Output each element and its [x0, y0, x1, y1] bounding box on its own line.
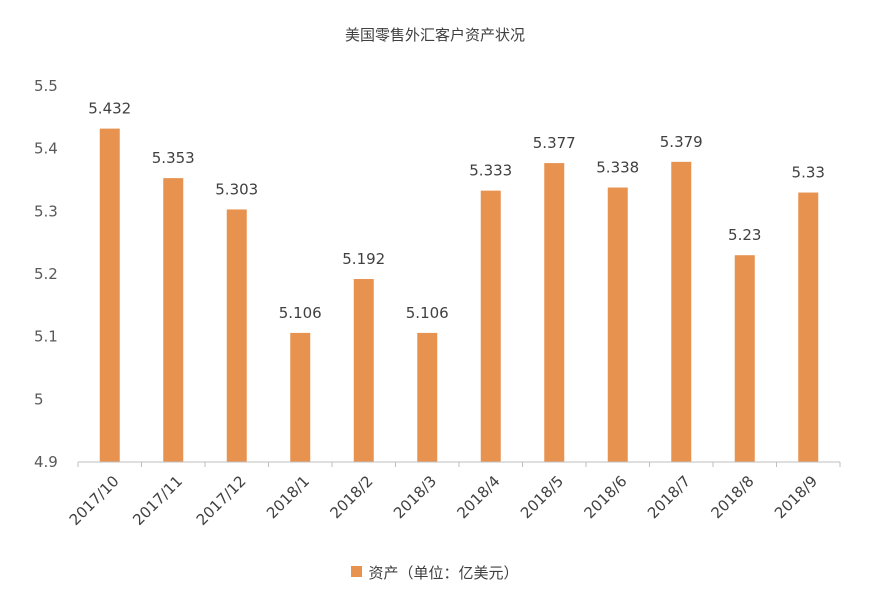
- data-label: 5.353: [152, 149, 195, 167]
- data-label: 5.379: [660, 133, 703, 151]
- x-tick-label: 2018/7: [644, 472, 694, 522]
- y-tick-label: 5.3: [34, 202, 58, 220]
- chart-title: 美国零售外汇客户资产状况: [344, 26, 525, 44]
- y-axis-ticks: 4.9 5 5.1 5.2 5.3 5.4 5.5: [34, 77, 58, 471]
- y-tick-label: 5: [34, 390, 44, 408]
- x-tick-label: 2018/8: [708, 472, 758, 522]
- bar: [290, 332, 311, 462]
- x-tick-label: 2017/10: [66, 472, 123, 529]
- x-tick-label: 2018/6: [581, 472, 631, 522]
- x-axis-ticks: 2017/10 2017/11 2017/12 2018/1 2018/2 2018/3 2…: [66, 462, 841, 529]
- bar: [353, 279, 374, 462]
- x-tick-label: 2018/2: [327, 472, 377, 522]
- data-label: 5.33: [792, 164, 825, 182]
- x-tick-label: 2018/4: [454, 472, 504, 522]
- data-label: 5.23: [728, 226, 761, 244]
- y-tick-label: 4.9: [34, 453, 58, 471]
- legend-label: 资产（单位：亿美元）: [368, 564, 519, 582]
- legend: 资产（单位：亿美元）: [0, 562, 870, 583]
- x-tick-label: 2017/12: [193, 472, 250, 529]
- bars: [99, 128, 819, 463]
- bar: [544, 163, 565, 462]
- legend-swatch: [351, 566, 363, 577]
- x-tick-label: 2017/11: [129, 472, 186, 529]
- y-tick-label: 5.1: [34, 328, 58, 346]
- data-label: 5.377: [533, 134, 576, 152]
- bar: [226, 209, 247, 462]
- x-tick-label: 2018/9: [771, 472, 821, 522]
- x-tick-label: 2018/1: [263, 472, 313, 522]
- data-labels: 5.432 5.353 5.303 5.106 5.192 5.106 5.333 5.377…: [88, 100, 825, 322]
- data-label: 5.303: [215, 180, 258, 198]
- bar: [798, 192, 819, 463]
- bar: [671, 161, 692, 462]
- bar: [480, 190, 501, 463]
- bar: [734, 255, 755, 462]
- data-label: 5.333: [469, 162, 512, 180]
- data-label: 5.106: [279, 304, 322, 322]
- data-label: 5.338: [596, 159, 639, 177]
- y-tick-label: 5.4: [34, 140, 58, 158]
- x-tick-label: 2018/5: [517, 472, 567, 522]
- y-tick-label: 5.5: [34, 77, 58, 95]
- bar: [607, 187, 628, 462]
- bar: [99, 128, 120, 462]
- data-label: 5.192: [342, 250, 385, 268]
- data-label: 5.106: [406, 304, 449, 322]
- bar: [163, 178, 184, 462]
- data-label: 5.432: [88, 100, 131, 118]
- bar: [417, 332, 438, 462]
- y-tick-label: 5.2: [34, 265, 58, 283]
- x-tick-label: 2018/3: [390, 472, 440, 522]
